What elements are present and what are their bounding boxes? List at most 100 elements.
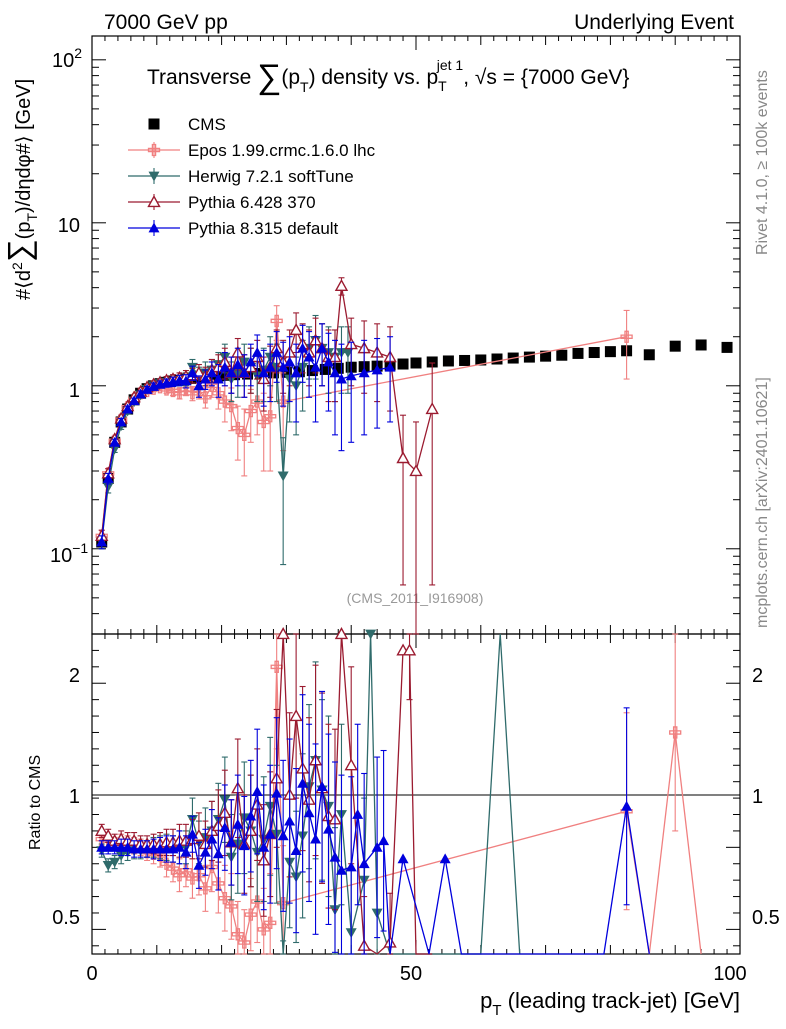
ratio-point xyxy=(251,786,263,796)
ratio-point xyxy=(95,823,109,837)
ratio-point xyxy=(365,629,377,640)
x-axis-label: pT (leading track-jet) [GeV] xyxy=(480,988,740,1019)
ratio-point xyxy=(264,916,277,929)
ratio-point xyxy=(102,860,114,871)
ratio-point xyxy=(122,841,134,852)
data-point xyxy=(384,361,396,372)
ratio-point xyxy=(303,807,315,818)
data-point xyxy=(345,370,357,381)
data-point xyxy=(371,364,383,375)
data-point xyxy=(258,367,270,378)
legend-item-pythia8: Pythia 8.315 default xyxy=(128,219,339,238)
header-right: Underlying Event xyxy=(574,11,734,34)
ratio-point xyxy=(345,861,357,872)
data-point xyxy=(442,355,454,367)
ratio-point xyxy=(277,830,289,841)
ratio-point xyxy=(371,841,383,852)
data-point xyxy=(251,347,263,357)
ratio-point xyxy=(245,810,257,821)
data-point xyxy=(604,346,616,358)
series-pythia6 xyxy=(95,277,439,635)
data-point xyxy=(206,367,218,378)
data-point xyxy=(620,330,633,343)
data-point xyxy=(135,388,147,399)
data-point xyxy=(277,471,289,482)
data-point xyxy=(319,363,331,375)
data-point xyxy=(180,375,192,386)
ratio-tick-right-0p5: 0.5 xyxy=(752,907,780,929)
data-point xyxy=(277,361,289,372)
data-point xyxy=(329,367,341,378)
legend: CMS Epos 1.99.crmc.1.6.0 lhc Herwig 7.2.1 … xyxy=(128,115,376,238)
data-point xyxy=(264,361,276,372)
ratio-point xyxy=(316,781,328,792)
data-point xyxy=(271,347,283,357)
main-y-tick-labels: 10−1 1 10 102 xyxy=(50,45,88,567)
y-tick-label-100: 102 xyxy=(52,45,82,72)
data-point xyxy=(669,340,681,352)
data-point xyxy=(96,536,108,547)
legend-marker xyxy=(147,195,161,208)
data-point xyxy=(695,339,707,351)
ratio-data-layer xyxy=(95,627,702,955)
ratio-point xyxy=(238,936,251,949)
ratio-point xyxy=(290,845,302,856)
ratio-series-pythia8 xyxy=(96,690,650,955)
ratio-series-epos xyxy=(95,633,702,955)
data-point xyxy=(115,416,127,427)
data-point xyxy=(491,353,503,365)
ratio-point xyxy=(173,841,185,852)
data-point xyxy=(280,366,292,378)
analysis-annotation: (CMS_2011_I916908) xyxy=(347,590,484,606)
legend-label: Pythia 6.428 370 xyxy=(188,193,316,212)
data-point xyxy=(397,358,409,370)
data-point xyxy=(409,464,423,477)
data-point xyxy=(410,357,422,369)
ratio-tick-right-1: 1 xyxy=(752,786,763,808)
data-point xyxy=(102,472,114,483)
data-point xyxy=(643,349,655,361)
data-point xyxy=(289,323,303,336)
legend-item-cms: CMS xyxy=(148,115,226,134)
data-point xyxy=(588,347,600,359)
data-point xyxy=(426,356,438,368)
data-point xyxy=(238,367,250,378)
data-point xyxy=(316,342,328,353)
data-point xyxy=(721,341,733,353)
series-pythia8 xyxy=(96,323,396,550)
ratio-point xyxy=(115,851,127,862)
plot-title: Transverse ∑(pT) density vs. pTjet 1, √s… xyxy=(147,57,629,96)
data-point xyxy=(290,367,302,378)
ratio-point xyxy=(310,833,322,844)
x-tick-label-50: 50 xyxy=(400,963,422,985)
ratio-point xyxy=(402,643,417,656)
rivet-label: Rivet 4.1.0, ≥ 100k events xyxy=(754,70,771,255)
ratio-axis-ticks xyxy=(91,634,741,954)
ratio-point xyxy=(109,857,121,868)
data-point xyxy=(238,428,251,442)
ratio-point xyxy=(669,726,682,739)
legend-marker xyxy=(148,118,160,130)
data-point xyxy=(459,354,471,366)
data-point xyxy=(141,383,153,394)
data-point xyxy=(122,403,134,414)
data-point xyxy=(323,356,335,367)
ratio-point xyxy=(244,908,257,921)
ratio-point xyxy=(219,822,231,833)
legend-label: Epos 1.99.crmc.1.6.0 lhc xyxy=(188,141,376,160)
data-point xyxy=(293,366,305,378)
ratio-point xyxy=(258,841,270,852)
ratio-point xyxy=(276,627,290,640)
legend-marker xyxy=(148,222,160,233)
data-point xyxy=(193,380,205,391)
ratio-y-tick-labels: 2 1 0.5 2 1 0.5 xyxy=(52,665,780,929)
ratio-point xyxy=(334,627,349,640)
ratio-point xyxy=(193,859,205,870)
ratio-point xyxy=(186,828,198,839)
ratio-point xyxy=(284,815,296,826)
ratio-point xyxy=(297,777,309,788)
legend-label: Herwig 7.2.1 softTune xyxy=(188,167,354,186)
ratio-point xyxy=(271,787,283,798)
ratio-point xyxy=(289,709,303,722)
data-point xyxy=(102,482,114,493)
